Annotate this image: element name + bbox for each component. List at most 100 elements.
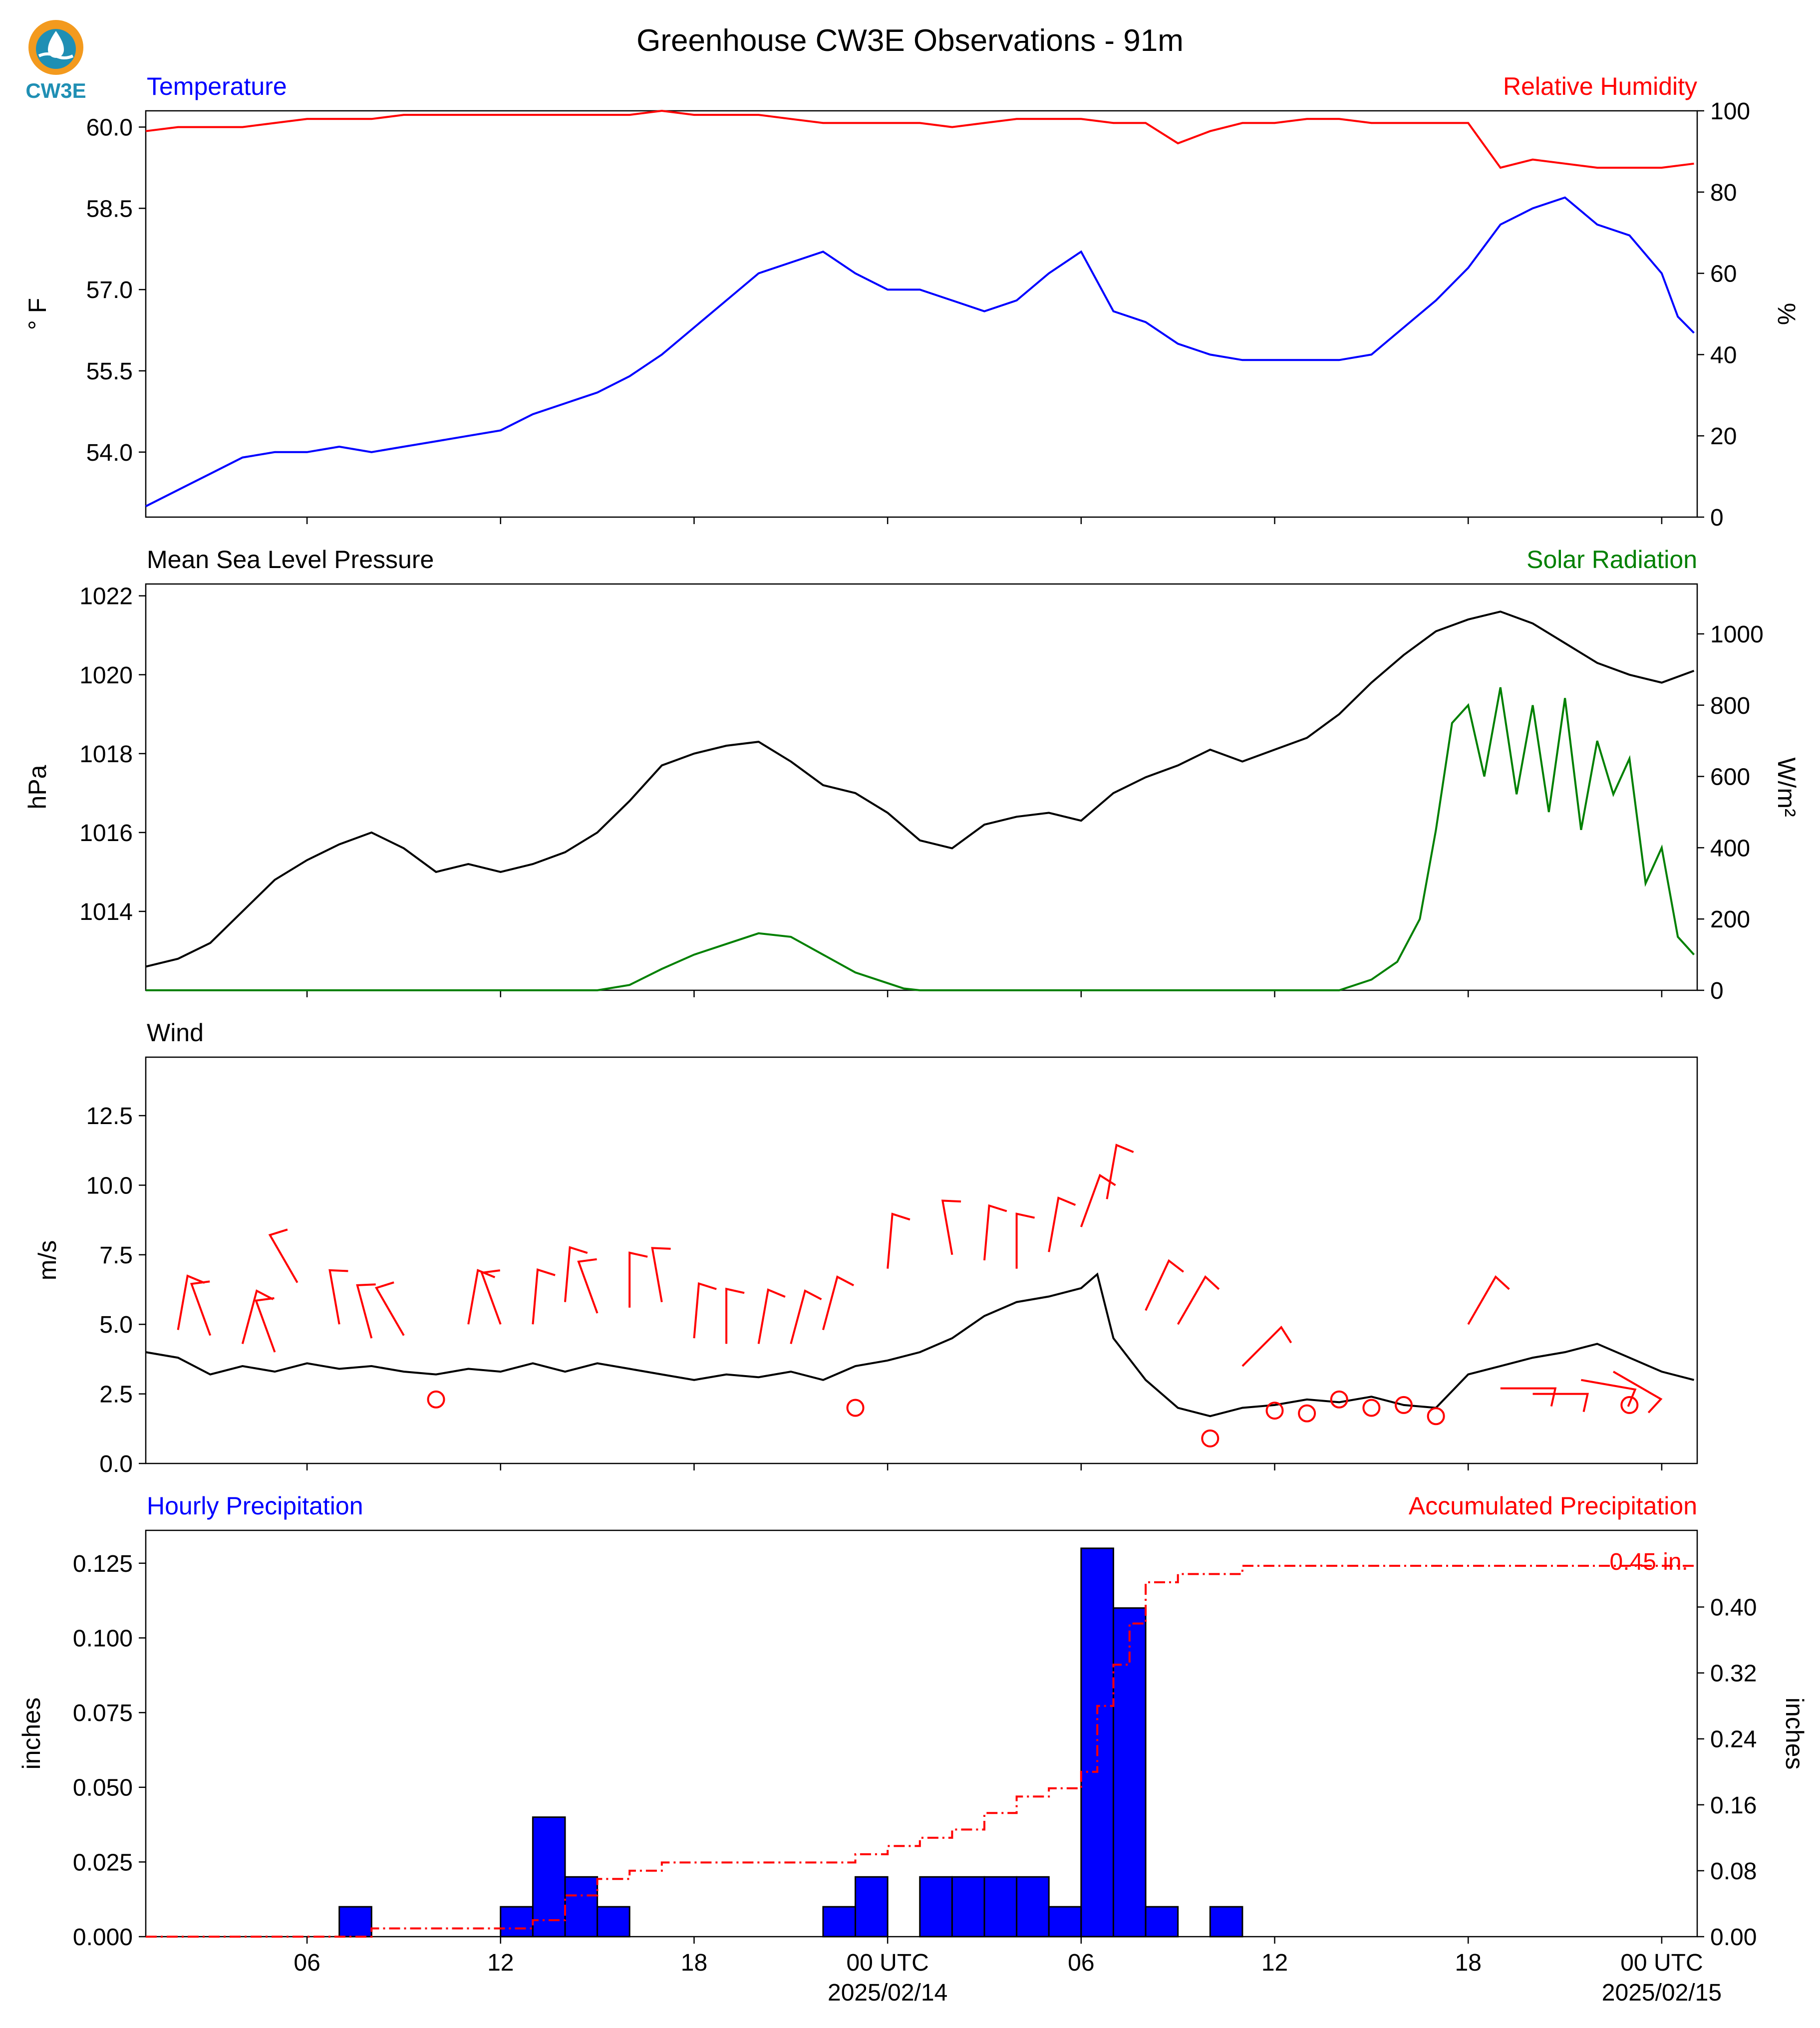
y2-tick-label: 0.16 (1710, 1792, 1757, 1819)
pressure-solar-series (145, 610, 1695, 991)
solar-y-ticks: 0 200 400 600 800 1000 (1697, 621, 1764, 1004)
wind-barb (983, 1204, 1007, 1261)
y-tick-label: 12.5 (86, 1103, 133, 1130)
hourly-precip-bar (1080, 1547, 1114, 1938)
y2-tick-label: 0.24 (1710, 1727, 1757, 1753)
x-tick-label: 18 (681, 1950, 707, 1976)
precipitation-panel: Hourly Precipitation Accumulated Precipi… (17, 1492, 1809, 2006)
precipitation-series (146, 1547, 1694, 1938)
hourly-precip-bar (951, 1876, 985, 1938)
wind-series (145, 1144, 1695, 1448)
wind-barb (328, 1269, 348, 1325)
wind-barb (374, 1281, 405, 1336)
wind-barb (1581, 1379, 1637, 1407)
temperature-y-axis-label: ° F (23, 298, 51, 330)
hourly-precipitation-title: Hourly Precipitation (147, 1492, 363, 1520)
y-tick-label: 0.125 (73, 1551, 133, 1577)
wind-barb (725, 1287, 745, 1344)
wind-barb-calm (1362, 1399, 1381, 1417)
x-tick-label: 00 UTC (846, 1950, 928, 1976)
mean-sea-level-pressure-line (145, 610, 1695, 968)
wind-title: Wind (147, 1019, 204, 1047)
humidity-y-axis-label: % (1773, 303, 1801, 325)
wind-barb (1241, 1325, 1292, 1367)
wind-y-ticks: 0.0 2.5 5.0 7.5 10.0 12.5 (86, 1103, 146, 1477)
hourly-precip-bar (1145, 1906, 1179, 1938)
logo-text: CW3E (25, 79, 86, 102)
cw3e-logo: CW3E (25, 20, 86, 102)
y2-tick-label: 1000 (1710, 621, 1764, 648)
panel-frame (145, 110, 1698, 518)
x-tick-label: 12 (487, 1950, 514, 1976)
hourly-precip-bar (919, 1876, 953, 1938)
wind-barb (1467, 1275, 1510, 1325)
accumulated-precipitation-title: Accumulated Precipitation (1409, 1492, 1697, 1520)
y2-tick-label: 80 (1710, 180, 1737, 206)
panel-frame (145, 583, 1698, 991)
y-tick-label: 10.0 (86, 1172, 133, 1199)
temperature-humidity-series (145, 109, 1695, 508)
wind-y-axis-label: m/s (33, 1240, 61, 1281)
wind-barb (564, 1246, 588, 1302)
x-axis-ticks (306, 990, 1663, 997)
hourly-precip-bar (1112, 1607, 1147, 1938)
wind-barb-calm (1427, 1407, 1445, 1426)
wind-barb (177, 1274, 205, 1330)
relative-humidity-line (145, 109, 1694, 169)
hourly-precip-bar (1209, 1906, 1243, 1938)
y2-tick-label: 0.40 (1710, 1595, 1757, 1621)
y2-tick-label: 60 (1710, 261, 1737, 288)
y-tick-label: 1018 (79, 741, 133, 768)
y2-tick-label: 0.32 (1710, 1661, 1757, 1687)
solar-y-axis-label: W/m² (1773, 757, 1801, 817)
wave-icon (38, 52, 74, 59)
y2-tick-label: 400 (1710, 835, 1750, 862)
y-tick-label: 0.075 (73, 1700, 133, 1727)
panel-frame (145, 1056, 1698, 1464)
x-tick-label: 06 (294, 1950, 320, 1976)
y-tick-label: 57.0 (86, 277, 133, 303)
wind-barb (467, 1269, 496, 1325)
wind-barb-calm (1265, 1402, 1284, 1420)
wind-barb (790, 1289, 822, 1344)
wind-barb-calm (1298, 1404, 1316, 1423)
hourly-precip-bar (1016, 1876, 1050, 1938)
temperature-line (145, 196, 1695, 508)
hourly-precip-bar (338, 1906, 372, 1938)
pressure-y-ticks: 1014 1016 1018 1020 1022 (79, 583, 146, 925)
x-axis-ticks (306, 1937, 1663, 1944)
solar-radiation-line (146, 687, 1695, 991)
wind-barb (1048, 1196, 1076, 1252)
wind-barb-calm (1330, 1390, 1348, 1409)
wind-barb (822, 1275, 855, 1330)
x-axis-ticks (306, 1463, 1663, 1470)
accumulated-precip-line (146, 1565, 1694, 1938)
wind-barb (941, 1199, 961, 1255)
wind-barb (1613, 1371, 1663, 1414)
water-drop-icon (48, 31, 64, 58)
x-tick-label: 12 (1261, 1950, 1288, 1976)
y-tick-label: 1020 (79, 662, 133, 689)
y-tick-label: 0.050 (73, 1775, 133, 1801)
hourly-precip-bar (1048, 1906, 1082, 1938)
hourly-precip-bar (855, 1876, 889, 1938)
wind-barb-calm (427, 1390, 445, 1409)
wind-barb (1106, 1144, 1134, 1199)
y-tick-label: 1022 (79, 583, 133, 610)
wind-barb (651, 1247, 671, 1302)
wind-barb-calm (1395, 1396, 1413, 1414)
accum-precip-y-ticks: 0.00 0.08 0.16 0.24 0.32 0.40 (1697, 1595, 1757, 1951)
panel-frame (145, 1529, 1698, 1938)
wind-barb (532, 1268, 556, 1325)
hourly-precip-bar (822, 1906, 857, 1938)
y-tick-label: 55.5 (86, 358, 133, 385)
pressure-title: Mean Sea Level Pressure (147, 546, 434, 574)
pressure-solar-panel: Mean Sea Level Pressure Solar Radiation … (23, 546, 1801, 1004)
hourly-precip-bar (983, 1876, 1018, 1938)
y-tick-label: 58.5 (86, 196, 133, 222)
x-date-label: 2025/02/14 (828, 1980, 947, 2006)
x-axis-ticks (306, 517, 1663, 524)
y2-tick-label: 600 (1710, 764, 1750, 791)
wind-barb (480, 1269, 502, 1325)
y-tick-label: 0.0 (99, 1451, 133, 1477)
